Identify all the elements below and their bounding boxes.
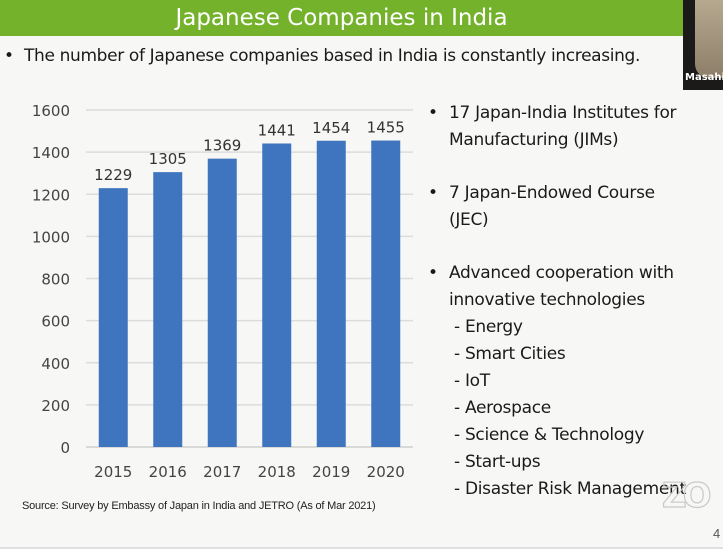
data-label: 1229 <box>94 166 132 184</box>
bar-2019 <box>316 140 346 447</box>
data-label: 1441 <box>258 121 296 139</box>
list-item-line: innovative technologies <box>449 290 645 310</box>
intro-text: The number of Japanese companies based i… <box>24 46 641 66</box>
x-tick-label: 2016 <box>149 463 187 481</box>
bar-chart: 0 200 400 600 800 1000 1200 1400 1600 1229 1305 13… <box>32 102 413 481</box>
y-tick-label: 0 <box>60 439 70 457</box>
bar-2017 <box>207 158 237 448</box>
list-item-line: 17 Japan-India Institutes for <box>449 103 677 123</box>
bar-2020 <box>371 140 401 447</box>
y-tick-label: 1200 <box>32 186 70 204</box>
bar-2015 <box>98 188 128 447</box>
bullet-icon: • <box>428 103 438 123</box>
bullet-icon: • <box>4 46 14 66</box>
bar-2016 <box>153 172 183 447</box>
data-label: 1455 <box>367 119 405 137</box>
y-tick-label: 200 <box>41 397 70 415</box>
participant-video-tile[interactable]: Masahi <box>683 0 723 90</box>
x-axis-ticks: 2015 2016 2017 2018 2019 2020 <box>94 463 405 481</box>
y-tick-label: 600 <box>41 313 70 331</box>
intro-bullet-point: • The number of Japanese companies based … <box>4 46 640 66</box>
x-tick-label: 2020 <box>367 463 405 481</box>
y-tick-label: 1600 <box>32 102 70 120</box>
bars <box>98 140 401 448</box>
sub-item-smart-cities: - Smart Cities <box>454 344 566 364</box>
sub-item-iot: - IoT <box>454 371 490 391</box>
bar-2018 <box>262 143 292 447</box>
y-axis-ticks: 0 200 400 600 800 1000 1200 1400 1600 <box>32 102 70 457</box>
sub-item-science-technology: - Science & Technology <box>454 425 645 445</box>
page-number: 4 <box>713 526 721 541</box>
participant-name: Masahi <box>685 72 723 83</box>
list-item-line: (JEC) <box>449 210 489 230</box>
bottom-divider <box>0 547 723 549</box>
data-label: 1305 <box>149 150 187 168</box>
zoom-watermark-icon: ZO <box>661 475 712 516</box>
data-label: 1454 <box>312 119 350 137</box>
participant-video-image <box>695 0 723 78</box>
bullet-icon: • <box>428 263 438 283</box>
sub-item-disaster-risk: - Disaster Risk Management <box>454 479 686 499</box>
title-bar <box>0 0 683 36</box>
x-tick-label: 2018 <box>258 463 296 481</box>
grid-lines <box>86 109 413 448</box>
sub-item-aerospace: - Aerospace <box>454 398 551 418</box>
y-tick-label: 1000 <box>32 228 70 246</box>
list-item-line: 7 Japan-Endowed Course <box>449 183 655 203</box>
x-tick-label: 2017 <box>203 463 241 481</box>
y-tick-label: 1400 <box>32 144 70 162</box>
sub-item-energy: - Energy <box>454 317 523 337</box>
bullet-icon: • <box>428 183 438 203</box>
slide-title: Japanese Companies in India <box>175 5 508 31</box>
x-tick-label: 2019 <box>312 463 350 481</box>
list-item-line: Manufacturing (JIMs) <box>449 130 619 150</box>
x-tick-label: 2015 <box>94 463 132 481</box>
source-note: Source: Survey by Embassy of Japan in In… <box>22 500 376 512</box>
list-item-line: Advanced cooperation with <box>449 263 674 283</box>
data-label: 1369 <box>203 137 241 155</box>
y-tick-label: 800 <box>41 271 70 289</box>
data-labels: 1229 1305 1369 1441 1454 1455 <box>94 119 405 185</box>
y-tick-label: 400 <box>41 355 70 373</box>
sub-item-start-ups: - Start-ups <box>454 452 541 472</box>
